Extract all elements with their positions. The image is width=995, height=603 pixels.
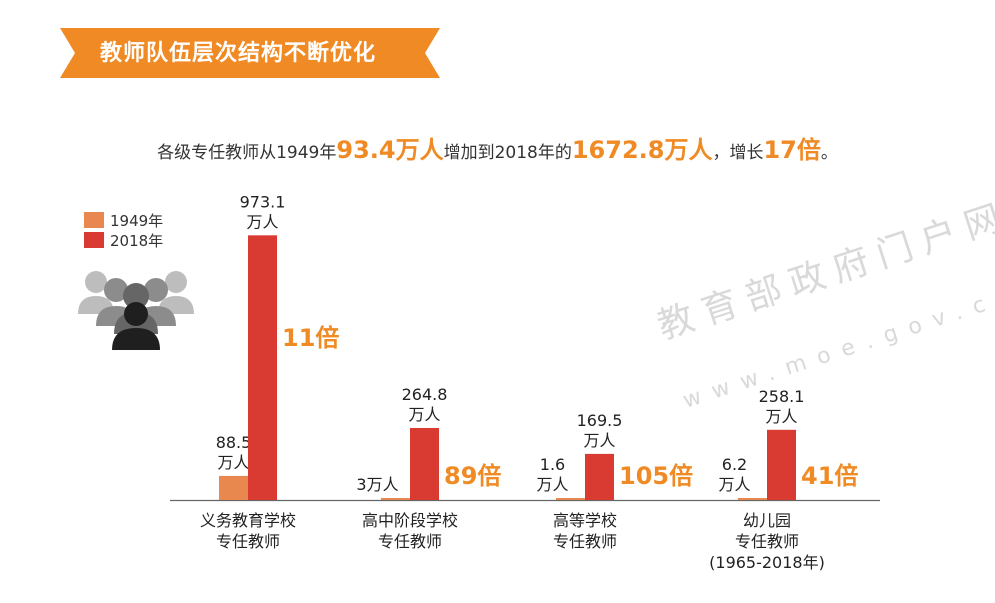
value-label-1949-0-1: 万人: [217, 453, 249, 472]
value-label-2018-2-1: 万人: [583, 431, 615, 450]
chart-legend: 1949年 2018年: [84, 210, 163, 250]
legend-label-1949: 1949年: [110, 211, 164, 230]
value-label-1949-0-0: 88.5: [216, 433, 252, 452]
bar-1949-0: [219, 475, 248, 500]
category-label-3-2: (1965-2018年): [709, 553, 825, 572]
headline-value-1949: 93.4万人: [336, 136, 444, 164]
legend-item-1949: 1949年: [84, 210, 163, 230]
value-label-2018-1-1: 万人: [408, 405, 440, 424]
legend-swatch-2018: [84, 232, 104, 248]
value-label-1949-2-0: 1.6: [540, 455, 565, 474]
summary-headline: 各级专任教师从1949年93.4万人增加到2018年的1672.8万人，增长17…: [0, 130, 995, 165]
category-label-1-0: 高中阶段学校: [362, 511, 458, 530]
headline-text-3: ，增长: [712, 143, 764, 163]
category-label-3-0: 幼儿园: [743, 511, 791, 530]
value-label-2018-3-1: 万人: [765, 407, 797, 426]
title-banner: [60, 28, 440, 78]
value-label-1949-1-0: 3万人: [356, 475, 398, 494]
people-group-icon: [78, 271, 194, 350]
bar-2018-1: [410, 427, 439, 500]
category-label-2-1: 专任教师: [553, 532, 617, 551]
growth-annotation-2: 105倍: [619, 462, 693, 490]
legend-label-2018: 2018年: [110, 231, 164, 250]
value-label-1949-3-1: 万人: [718, 475, 750, 494]
category-label-3-1: 专任教师: [735, 532, 799, 551]
growth-annotation-3: 41倍: [801, 462, 858, 490]
headline-text-4: 。: [820, 143, 838, 163]
bar-2018-3: [767, 429, 796, 500]
headline-text-2: 增加到2018年的: [443, 143, 572, 163]
headline-value-2018: 1672.8万人: [571, 136, 713, 164]
growth-annotation-0: 11倍: [282, 324, 339, 352]
legend-swatch-1949: [84, 212, 104, 228]
growth-annotation-1: 89倍: [444, 462, 501, 490]
bar-1949-1: [381, 498, 410, 500]
legend-item-2018: 2018年: [84, 230, 163, 250]
value-label-2018-0-0: 973.1: [240, 192, 286, 211]
value-label-2018-1-0: 264.8: [402, 385, 448, 404]
category-label-0-1: 专任教师: [216, 532, 280, 551]
value-label-1949-3-0: 6.2: [722, 455, 747, 474]
bar-2018-0: [248, 235, 277, 500]
page-title: 教师队伍层次结构不断优化: [100, 41, 377, 66]
bar-1949-3: [738, 498, 767, 500]
value-label-1949-2-1: 万人: [536, 475, 568, 494]
value-label-2018-2-0: 169.5: [577, 411, 623, 430]
value-label-2018-3-0: 258.1: [759, 387, 805, 406]
bar-2018-2: [585, 453, 614, 500]
bar-1949-2: [556, 498, 585, 500]
headline-growth: 17倍: [763, 136, 821, 164]
category-label-2-0: 高等学校: [553, 511, 617, 530]
value-label-2018-0-1: 万人: [246, 212, 278, 231]
category-label-1-1: 专任教师: [378, 532, 442, 551]
headline-text-1: 各级专任教师从1949年: [157, 143, 337, 163]
category-label-0-0: 义务教育学校: [200, 511, 296, 530]
